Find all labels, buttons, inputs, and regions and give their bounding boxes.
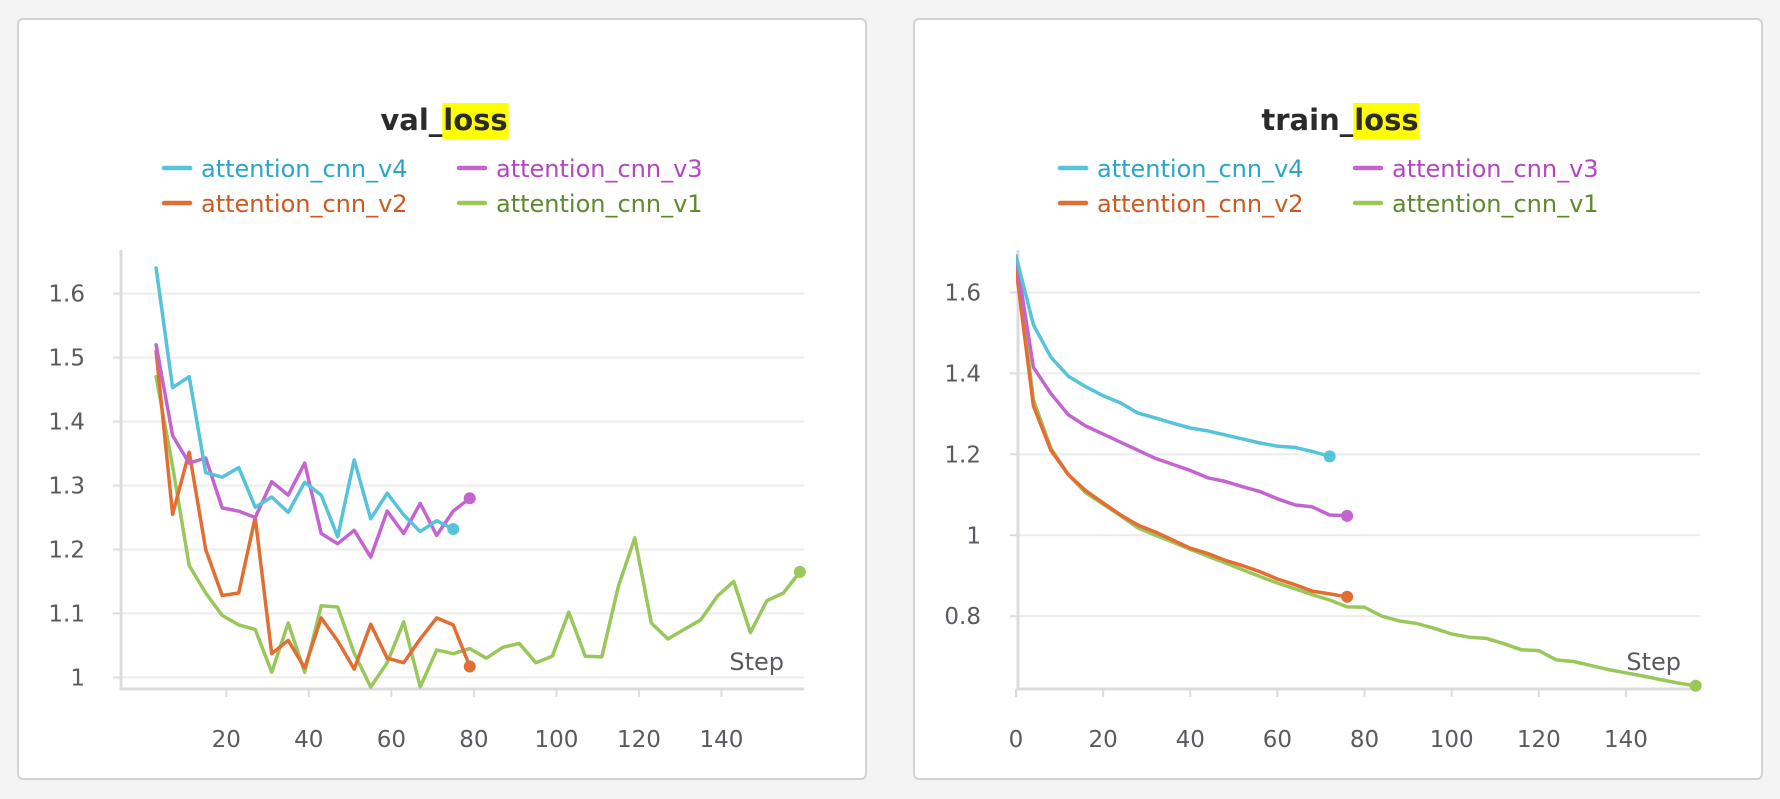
legend-item-attention-cnn-v1: attention_cnn_v1 (456, 190, 703, 218)
x-tick-label: 120 (617, 727, 661, 753)
x-tick-label: 0 (1009, 727, 1024, 753)
chart-title-prefix: train_ (1261, 103, 1354, 137)
chart-title-prefix: val_ (380, 103, 443, 137)
train-loss-x-axis: 0 20 40 60 80 100 120 140 (1009, 689, 1648, 753)
x-tick-label: 100 (534, 727, 578, 753)
y-tick-label: 1 (70, 665, 85, 691)
title-highlight-background (442, 103, 509, 139)
x-axis-title: Step (729, 648, 784, 676)
series-end-point-attention-cnn-v3 (463, 492, 476, 505)
y-tick-label: 1.1 (48, 601, 85, 627)
train-loss-panel[interactable]: train_ loss attention_cnn_v4 attention_cnn_… (913, 18, 1763, 780)
legend-label: attention_cnn_v3 (496, 155, 703, 183)
chart-title-highlight: loss (443, 103, 507, 137)
y-tick-label: 1.3 (48, 473, 85, 499)
train-loss-series (1016, 254, 1698, 688)
series-line-attention-cnn-v3 (154, 343, 472, 559)
series-end-point-attention-cnn-v2 (463, 660, 476, 673)
legend-item-attention-cnn-v1: attention_cnn_v1 (1352, 190, 1599, 218)
series-line-attention-cnn-v4 (154, 266, 455, 539)
legend-item-attention-cnn-v4: attention_cnn_v4 (1057, 155, 1304, 183)
y-tick-label: 1.4 (944, 361, 981, 387)
legend-label: attention_cnn_v4 (1097, 155, 1304, 183)
x-tick-label: 100 (1430, 727, 1474, 753)
val-loss-title: val_ loss (380, 103, 509, 139)
val-loss-legend: attention_cnn_v4 attention_cnn_v3 attentio… (161, 155, 703, 218)
y-tick-label: 1.6 (944, 280, 981, 306)
series-end-point-attention-cnn-v1 (1689, 679, 1702, 692)
x-tick-label: 120 (1517, 727, 1561, 753)
series-line-attention-cnn-v4 (1016, 254, 1332, 459)
series-end-point-attention-cnn-v3 (1341, 509, 1354, 522)
series-line-attention-cnn-v3 (1016, 254, 1349, 518)
y-tick-label: 1 (966, 523, 981, 549)
val-loss-panel[interactable]: val_ loss attention_cnn_v4 attention_cnn_v3… (17, 18, 867, 780)
series-end-point-attention-cnn-v2 (1341, 590, 1354, 603)
y-tick-label: 1.5 (48, 346, 85, 372)
legend-item-attention-cnn-v2: attention_cnn_v2 (161, 190, 408, 218)
val-loss-series (154, 266, 802, 689)
series-line-attention-cnn-v1 (154, 374, 802, 689)
x-tick-label: 80 (459, 727, 488, 753)
y-tick-label: 1.6 (48, 282, 85, 308)
train-loss-y-axis: 1.6 1.4 1.2 1 0.8 (944, 280, 1700, 630)
legend-label: attention_cnn_v1 (496, 190, 703, 218)
val-loss-x-axis: 20 40 60 80 100 120 140 (212, 689, 744, 753)
legend-label: attention_cnn_v2 (201, 190, 408, 218)
series-line-attention-cnn-v1 (1016, 254, 1698, 688)
y-tick-label: 1.2 (48, 537, 85, 563)
x-tick-label: 60 (1263, 727, 1292, 753)
x-tick-label: 40 (294, 727, 323, 753)
legend-item-attention-cnn-v3: attention_cnn_v3 (456, 155, 703, 183)
legend-label: attention_cnn_v4 (201, 155, 408, 183)
x-tick-label: 60 (377, 727, 406, 753)
val-loss-chart: val_ loss attention_cnn_v4 attention_cnn_v3… (48, 103, 806, 753)
x-tick-label: 20 (1088, 727, 1117, 753)
x-tick-label: 80 (1350, 727, 1379, 753)
title-highlight-background (1353, 103, 1420, 139)
y-tick-label: 1.4 (48, 410, 85, 436)
series-end-point-attention-cnn-v1 (793, 565, 806, 578)
legend-label: attention_cnn_v3 (1392, 155, 1599, 183)
x-tick-label: 40 (1176, 727, 1205, 753)
legend-item-attention-cnn-v3: attention_cnn_v3 (1352, 155, 1599, 183)
x-axis-title: Step (1626, 648, 1681, 676)
train-loss-legend: attention_cnn_v4 attention_cnn_v3 attentio… (1057, 155, 1599, 218)
x-tick-label: 140 (700, 727, 744, 753)
train-loss-title: train_ loss (1261, 103, 1420, 139)
legend-label: attention_cnn_v1 (1392, 190, 1599, 218)
legend-item-attention-cnn-v2: attention_cnn_v2 (1057, 190, 1304, 218)
legend-item-attention-cnn-v4: attention_cnn_v4 (161, 155, 408, 183)
y-tick-label: 0.8 (944, 604, 981, 630)
series-line-attention-cnn-v2 (154, 349, 472, 671)
y-tick-label: 1.2 (944, 442, 981, 468)
x-tick-label: 20 (212, 727, 241, 753)
series-end-point-attention-cnn-v4 (1323, 450, 1336, 463)
legend-label: attention_cnn_v2 (1097, 190, 1304, 218)
series-line-attention-cnn-v2 (1016, 266, 1349, 599)
val-loss-y-axis: 1.6 1.5 1.4 1.3 1.2 1.1 1 (48, 282, 804, 691)
series-end-point-attention-cnn-v4 (447, 522, 460, 535)
chart-title-highlight: loss (1354, 103, 1418, 137)
x-tick-label: 140 (1604, 727, 1648, 753)
